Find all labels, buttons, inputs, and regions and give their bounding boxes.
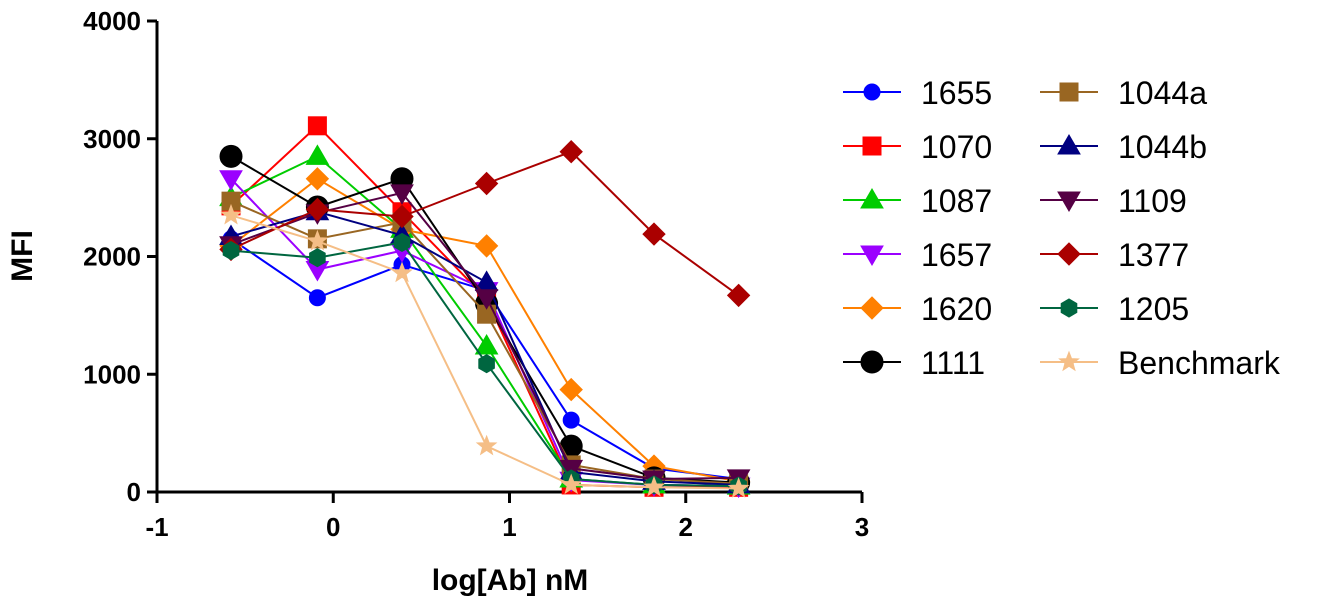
data-point [643, 475, 665, 497]
series-layer [219, 116, 751, 499]
legend-marker [860, 296, 884, 320]
y-tick-label: 4000 [83, 6, 141, 36]
data-point [474, 334, 499, 355]
legend-marker [862, 136, 882, 156]
data-point [390, 204, 414, 229]
legend-label: 1655 [921, 75, 992, 111]
legend-item-1111: 1111 [843, 345, 985, 381]
data-point [726, 283, 751, 308]
legend-marker [860, 188, 884, 209]
legend-marker [863, 83, 881, 101]
legend-item-1620: 1620 [843, 291, 992, 327]
legend-marker [1057, 242, 1081, 266]
data-point [305, 167, 330, 191]
data-point [391, 261, 413, 283]
data-point [559, 139, 583, 164]
data-point [305, 197, 330, 222]
legend-item-Benchmark: Benchmark [1040, 345, 1281, 381]
legend-marker [1057, 191, 1081, 212]
data-point [475, 434, 498, 456]
legend-item-1087: 1087 [843, 183, 992, 219]
series-1205 [222, 232, 747, 496]
legend-label: 1205 [1118, 291, 1189, 327]
legend-label: 1111 [921, 345, 985, 381]
data-point [219, 144, 243, 168]
data-point [305, 144, 330, 165]
legend-item-1109: 1109 [1040, 183, 1187, 219]
legend-marker [1057, 134, 1081, 155]
x-tick-label: 0 [326, 512, 340, 542]
legend-item-1657: 1657 [843, 237, 992, 273]
y-ticks: 0 1000 2000 3000 4000 [83, 6, 157, 507]
y-tick-label: 1000 [83, 359, 141, 389]
data-point [727, 477, 750, 498]
data-point [474, 234, 499, 258]
data-point [309, 248, 326, 268]
data-point [306, 229, 329, 251]
data-point [308, 289, 326, 307]
legend-label: 1044a [1118, 75, 1207, 111]
legend-label: 1377 [1118, 237, 1189, 273]
data-point [390, 184, 414, 205]
x-tick-label: -1 [145, 512, 168, 542]
legend-label: 1070 [921, 129, 992, 165]
data-point [559, 377, 583, 402]
series-Benchmark [220, 203, 750, 498]
data-point [393, 232, 411, 252]
data-point [474, 289, 499, 310]
x-ticks: -1 0 1 2 3 [145, 492, 869, 542]
legend-item-1044b: 1044b [1040, 129, 1207, 165]
legend-item-1044a: 1044a [1040, 75, 1207, 111]
series-line [230, 177, 739, 483]
legend-label: 1657 [921, 237, 992, 273]
legend-marker [1059, 82, 1079, 102]
data-point [642, 222, 666, 246]
legend-item-1070: 1070 [843, 129, 992, 165]
x-tick-label: 2 [679, 512, 693, 542]
x-tick-label: 1 [502, 512, 516, 542]
data-point [220, 203, 242, 225]
data-point [307, 116, 327, 136]
legend-label: 1044b [1118, 129, 1207, 165]
y-tick-label: 0 [127, 477, 141, 507]
legend-label: Benchmark [1118, 345, 1281, 381]
legend-label: 1109 [1118, 183, 1187, 219]
legend-item-1377: 1377 [1040, 237, 1189, 273]
legend-label: 1087 [921, 183, 992, 219]
legend-label: 1620 [921, 291, 992, 327]
x-tick-label: 3 [855, 512, 869, 542]
legend-marker [1058, 350, 1080, 372]
data-point [562, 411, 580, 429]
y-tick-label: 2000 [83, 242, 141, 272]
legend-item-1655: 1655 [843, 75, 992, 111]
y-axis-title: MFI [6, 230, 39, 282]
legend-marker [860, 245, 884, 266]
legend-marker [860, 350, 884, 374]
data-point [560, 473, 583, 495]
legend-item-1205: 1205 [1040, 291, 1189, 327]
legend: 1655 1070 1087 1657 1620 1111 1044a 1044b 1109 13… [843, 75, 1281, 381]
y-tick-label: 3000 [83, 124, 141, 154]
data-point [478, 354, 495, 374]
data-point [219, 170, 243, 191]
legend-marker [1060, 298, 1078, 318]
data-point [222, 241, 240, 261]
x-axis-title: log[Ab] nM [432, 564, 589, 597]
data-point [474, 171, 499, 196]
